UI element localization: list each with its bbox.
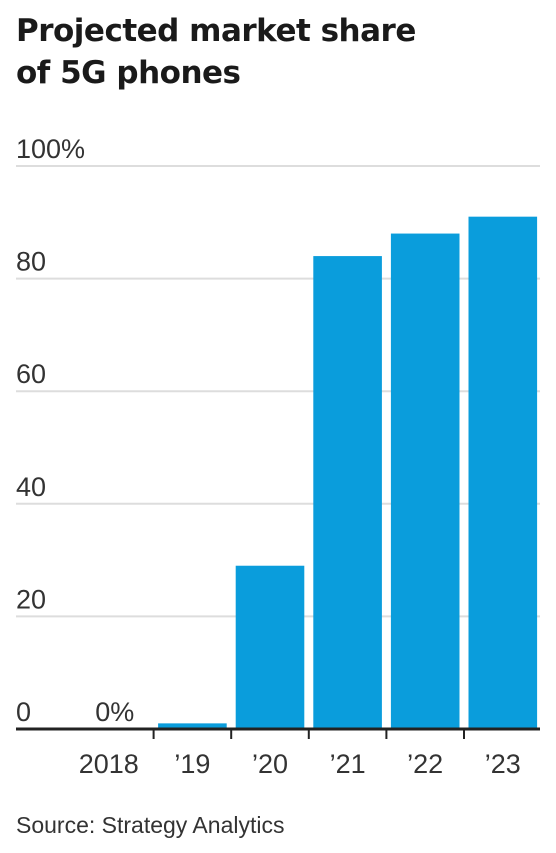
chart-title-line-2: of 5G phones: [16, 55, 241, 91]
x-axis: [16, 727, 540, 739]
bar: [313, 256, 382, 729]
source-note: Source: Strategy Analytics: [16, 812, 285, 838]
chart-title-line-1: Projected market share: [16, 13, 416, 49]
y-tick-label: 0: [16, 697, 31, 727]
y-tick-label: 60: [16, 359, 46, 389]
y-tick-label: 40: [16, 472, 46, 502]
y-tick-label: 20: [16, 584, 46, 614]
x-tick-label: ’20: [252, 749, 288, 779]
bar: [468, 216, 538, 730]
bar: [235, 565, 305, 729]
x-tick-label: ’19: [174, 749, 210, 779]
x-axis-labels: 2018 ’19 ’20 ’21 ’22 ’23: [79, 749, 521, 779]
chart-title: Projected market share of 5G phones: [16, 10, 536, 94]
gridlines: [16, 165, 540, 618]
y-tick-label: 80: [16, 247, 46, 277]
value-label: 0%: [95, 697, 134, 727]
value-labels: 0%: [95, 697, 134, 727]
bar: [390, 233, 460, 729]
x-tick-label: ’21: [330, 749, 366, 779]
bar: [158, 723, 227, 729]
bars: [158, 216, 538, 730]
x-tick-label: ’23: [485, 749, 521, 779]
x-tick-label: ’22: [407, 749, 443, 779]
x-tick-label: 2018: [79, 749, 139, 779]
y-axis-labels: 0 20 40 60 80 100%: [16, 134, 85, 727]
y-tick-label: 100%: [16, 134, 85, 164]
